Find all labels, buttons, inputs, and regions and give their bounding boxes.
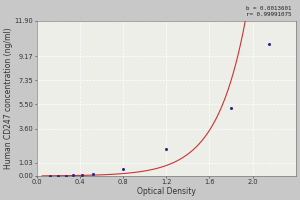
Point bbox=[229, 107, 233, 110]
Point bbox=[121, 167, 125, 170]
Point bbox=[47, 174, 52, 178]
Y-axis label: Human CD247 concentration (ng/ml): Human CD247 concentration (ng/ml) bbox=[4, 28, 13, 169]
Point bbox=[91, 172, 95, 175]
Point bbox=[64, 174, 68, 177]
Point bbox=[266, 43, 271, 46]
Point bbox=[71, 174, 76, 177]
X-axis label: Optical Density: Optical Density bbox=[137, 187, 196, 196]
Text: b = 0.0013601
r= 0.99991075: b = 0.0013601 r= 0.99991075 bbox=[245, 6, 291, 17]
Point bbox=[164, 147, 169, 150]
Point bbox=[80, 173, 85, 176]
Point bbox=[56, 174, 61, 177]
